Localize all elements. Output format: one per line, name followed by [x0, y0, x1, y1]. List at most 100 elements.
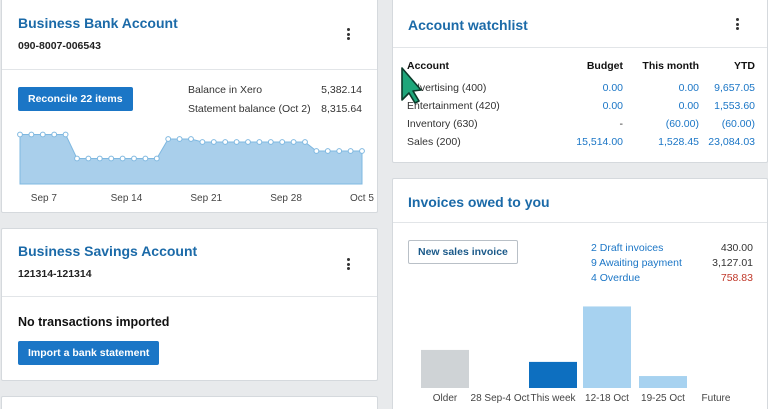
table-header-row: Account Budget This month YTD	[407, 59, 755, 79]
account-name: Sales (200)	[407, 136, 461, 148]
table-row: Advertising (400) 0.00 0.00 9,657.05	[407, 79, 755, 97]
area-point[interactable]	[17, 131, 23, 138]
area-point[interactable]	[74, 155, 80, 162]
ytd-value[interactable]: (60.00)	[721, 118, 755, 130]
card-divider	[2, 296, 377, 297]
awaiting-payment-amount: 3,127.01	[712, 257, 753, 269]
statement-balance-label: Statement balance (Oct 2)	[188, 103, 311, 115]
invoice-bar[interactable]	[639, 376, 687, 388]
area-point[interactable]	[176, 136, 183, 142]
invoice-bar[interactable]	[529, 361, 577, 388]
invoice-bar[interactable]	[583, 306, 631, 388]
area-point[interactable]	[108, 155, 115, 162]
budget-value[interactable]: 15,514.00	[576, 136, 623, 148]
draft-invoices-amount: 430.00	[720, 242, 753, 254]
area-point[interactable]	[233, 139, 240, 145]
ytd-value[interactable]: 9,657.05	[714, 82, 755, 94]
col-header-this-month: This month	[642, 60, 699, 72]
area-point[interactable]	[359, 148, 365, 154]
this-month-value[interactable]: 0.00	[678, 82, 699, 94]
bar-category-label: This week	[530, 393, 576, 404]
area-point[interactable]	[188, 136, 194, 142]
bar-category-label: 28 Sep-4 Oct	[470, 393, 530, 404]
budget-value: -	[619, 118, 624, 130]
area-x-tick-label: Sep 21	[190, 193, 223, 204]
watchlist-title[interactable]: Account watchlist	[408, 17, 528, 33]
invoices-title[interactable]: Invoices owed to you	[408, 194, 550, 210]
awaiting-payment-link[interactable]: 9 Awaiting payment	[591, 257, 682, 269]
area-point[interactable]	[51, 131, 58, 138]
account-name: Inventory (630)	[407, 118, 478, 130]
savings-account-number: 121314-121314	[18, 268, 92, 280]
area-point[interactable]	[62, 131, 69, 138]
area-point[interactable]	[302, 139, 308, 145]
bar-category-label: Older	[432, 393, 458, 404]
balance-area-series	[19, 134, 363, 185]
watchlist-table: Account Budget This month YTD Advertisin…	[407, 59, 755, 151]
area-point[interactable]	[324, 148, 331, 154]
area-point[interactable]	[199, 139, 206, 145]
kebab-menu-icon[interactable]	[343, 28, 353, 42]
watchlist-card: Account watchlist Account Budget This mo…	[392, 0, 768, 163]
new-sales-invoice-button[interactable]: New sales invoice	[408, 240, 518, 264]
reconcile-button[interactable]: Reconcile 22 items	[18, 87, 133, 111]
draft-invoices-link[interactable]: 2 Draft invoices	[591, 242, 664, 254]
bar-category-label: 19-25 Oct	[641, 393, 685, 404]
budget-value[interactable]: 0.00	[602, 82, 623, 94]
col-header-account: Account	[407, 60, 449, 72]
area-point[interactable]	[256, 139, 263, 145]
bank-account-title[interactable]: Business Bank Account	[18, 15, 178, 31]
area-point[interactable]	[210, 139, 217, 145]
statement-balance-value: 8,315.64	[321, 103, 362, 115]
this-month-value[interactable]: (60.00)	[665, 118, 699, 130]
account-name: Advertising (400)	[407, 82, 487, 94]
area-point[interactable]	[153, 155, 160, 162]
area-point[interactable]	[96, 155, 103, 162]
area-point[interactable]	[279, 139, 286, 145]
bank-account-number: 090-8007-006543	[18, 40, 101, 52]
balance-xero-label: Balance in Xero	[188, 84, 263, 96]
savings-account-title[interactable]: Business Savings Account	[18, 243, 198, 259]
area-x-tick-label: Sep 7	[30, 193, 57, 204]
kebab-menu-icon[interactable]	[732, 18, 742, 32]
area-point[interactable]	[245, 139, 251, 145]
kebab-menu-icon[interactable]	[343, 258, 353, 272]
area-x-tick-label: Sep 14	[110, 193, 143, 204]
area-point[interactable]	[290, 139, 297, 145]
area-point[interactable]	[119, 155, 126, 162]
area-point[interactable]	[313, 148, 320, 154]
area-point[interactable]	[142, 155, 149, 162]
ytd-value[interactable]: 23,084.03	[708, 136, 755, 148]
col-header-budget: Budget	[586, 60, 623, 72]
area-point[interactable]	[336, 148, 343, 154]
area-x-tick-label: Oct 5	[350, 193, 374, 204]
col-header-ytd: YTD	[734, 60, 755, 72]
table-row: Entertainment (420) 0.00 0.00 1,553.60	[407, 97, 755, 115]
ytd-value[interactable]: 1,553.60	[714, 100, 755, 112]
table-row: Inventory (630) - (60.00) (60.00)	[407, 115, 755, 133]
area-point[interactable]	[222, 139, 229, 145]
pointer-cursor-icon	[401, 67, 422, 104]
overdue-link[interactable]: 4 Overdue	[591, 272, 641, 284]
area-point[interactable]	[28, 131, 35, 138]
area-point[interactable]	[165, 136, 172, 142]
area-point[interactable]	[39, 131, 46, 138]
card-divider	[393, 222, 767, 223]
this-month-value[interactable]: 1,528.45	[658, 136, 699, 148]
invoice-bar[interactable]	[421, 349, 469, 388]
next-card-partial	[1, 396, 378, 409]
savings-account-card: Business Savings Account 121314-121314 N…	[1, 228, 378, 381]
account-name: Entertainment (420)	[407, 100, 500, 112]
area-point[interactable]	[347, 148, 354, 154]
this-month-value[interactable]: 0.00	[678, 100, 699, 112]
card-divider	[393, 47, 767, 48]
area-point[interactable]	[85, 155, 92, 162]
budget-value[interactable]: 0.00	[602, 100, 623, 112]
area-point[interactable]	[131, 155, 137, 162]
area-point[interactable]	[267, 139, 274, 145]
invoices-bar-chart	[421, 306, 687, 388]
bar-category-label: Future	[701, 393, 731, 404]
overdue-amount: 758.83	[720, 272, 753, 284]
bank-account-card: Business Bank Account 090-8007-006543 Re…	[1, 0, 378, 213]
import-statement-button[interactable]: Import a bank statement	[18, 341, 160, 365]
